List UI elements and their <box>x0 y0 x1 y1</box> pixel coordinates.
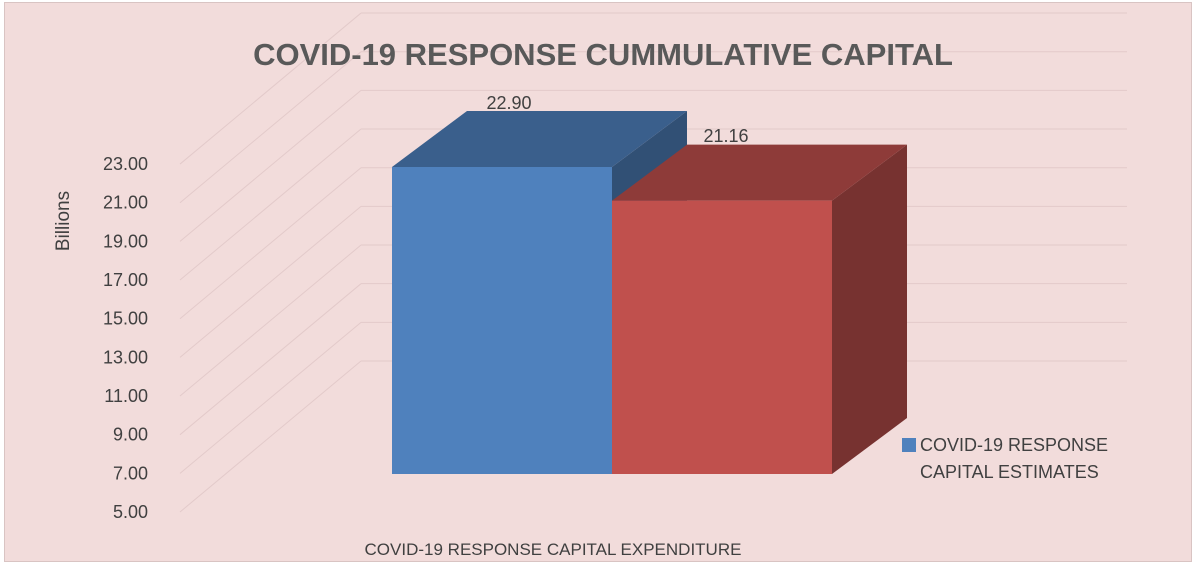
data-labels: 22.90 21.16 <box>486 93 748 146</box>
chart-title: COVID-19 RESPONSE CUMMULATIVE CAPITAL <box>253 37 953 72</box>
chart-plot: 5.00 7.00 9.00 11.00 13.00 15.00 17.00 19.00 21.… <box>53 12 1127 559</box>
legend: COVID-19 RESPONSE CAPITAL ESTIMATES <box>902 435 1113 482</box>
bars <box>392 110 907 475</box>
gridline-diagonal <box>179 321 362 474</box>
gridline-diagonal <box>179 12 362 165</box>
legend-swatch <box>902 438 916 452</box>
gridline-diagonal <box>179 89 362 242</box>
bar-side <box>832 144 907 474</box>
chart-area: 5.00 7.00 9.00 11.00 13.00 15.00 17.00 19.00 21.… <box>4 2 1192 562</box>
gridline-diagonal <box>179 128 362 281</box>
y-tick-label: 5.00 <box>113 502 148 522</box>
bar <box>612 200 832 474</box>
gridline-diagonal <box>179 51 362 204</box>
legend-label: COVID-19 RESPONSE CAPITAL ESTIMATES <box>920 435 1113 482</box>
bar-top <box>612 144 907 201</box>
y-tick-label: 21.00 <box>103 193 148 213</box>
y-tick-label: 7.00 <box>113 463 148 483</box>
y-tick-label: 9.00 <box>113 425 148 445</box>
y-tick-label: 13.00 <box>103 347 148 367</box>
y-tick-label: 11.00 <box>104 386 148 406</box>
gridline-diagonal <box>179 360 362 513</box>
y-tick-label: 23.00 <box>103 154 148 174</box>
y-tick-label: 17.00 <box>103 270 148 290</box>
x-axis-title: COVID-19 RESPONSE CAPITAL EXPENDITURE <box>365 540 742 559</box>
gridline-diagonal <box>179 244 362 397</box>
y-axis-title: Billions <box>53 191 74 251</box>
data-label: 22.90 <box>486 93 531 113</box>
data-label: 21.16 <box>703 126 748 146</box>
legend-label-line2: CAPITAL ESTIMATES <box>920 462 1099 482</box>
y-tick-label: 19.00 <box>103 231 148 251</box>
legend-label-line1: COVID-19 RESPONSE <box>920 435 1108 455</box>
bar <box>392 166 612 475</box>
y-axis-ticks: 5.00 7.00 9.00 11.00 13.00 15.00 17.00 19.00 21.… <box>103 154 148 522</box>
y-tick-label: 15.00 <box>103 309 148 329</box>
bar-top <box>392 110 687 167</box>
gridline-diagonal <box>179 167 362 320</box>
gridline-diagonal <box>179 283 362 436</box>
gridline-diagonal <box>179 205 362 358</box>
